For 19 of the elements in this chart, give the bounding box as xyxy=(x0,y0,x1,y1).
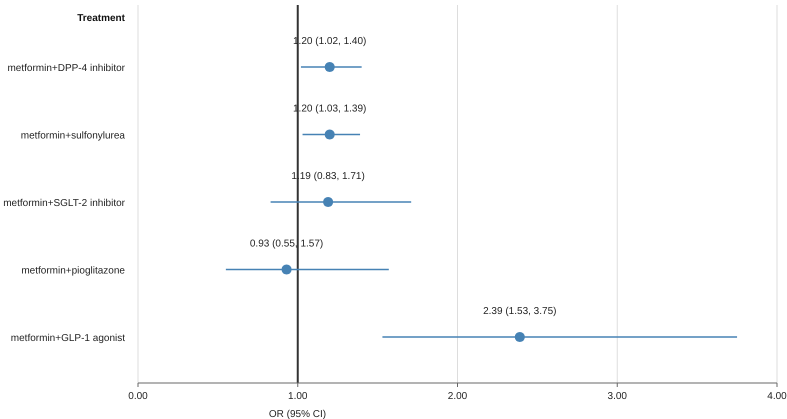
point xyxy=(324,62,335,72)
point xyxy=(514,332,525,342)
point xyxy=(323,196,334,208)
y-axis-title: Treatment xyxy=(77,13,126,24)
y-tick-label: metformin+pioglitazone xyxy=(21,266,126,276)
x-tick-label: 4.00 xyxy=(767,391,787,402)
y-tick-label: metformin+SGLT-2 inhibitor xyxy=(3,198,126,209)
x-tick-label: 3.00 xyxy=(608,391,628,402)
data-label: 2.39 (1.53, 3.75) xyxy=(483,306,556,317)
point xyxy=(282,264,292,275)
x-tick-label: 1.00 xyxy=(288,391,308,402)
y-tick-label: metformin+DPP-4 inhibitor xyxy=(7,63,126,74)
x-tick-label: 0.00 xyxy=(128,391,148,402)
x-tick-label: 2.00 xyxy=(448,391,468,402)
data-label: 0.93 (0.55, 1.57) xyxy=(250,238,324,250)
x-axis-title: OR (95% CI) xyxy=(268,409,326,419)
y-tick-label: metformin+sulfonylurea xyxy=(20,130,126,142)
point xyxy=(324,129,335,140)
y-tick-label: metformin+GLP-1 agonist xyxy=(10,333,126,344)
